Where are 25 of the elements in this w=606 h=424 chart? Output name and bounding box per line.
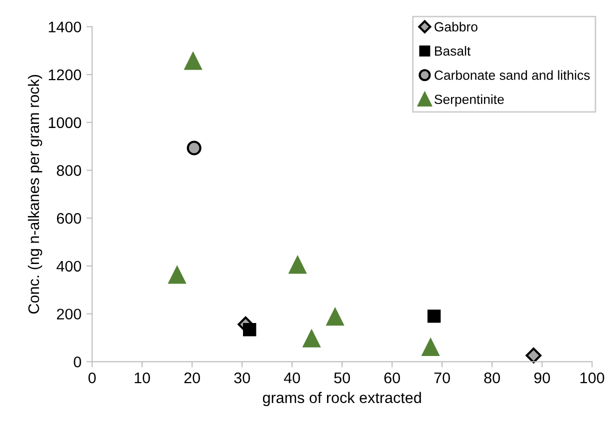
legend-label: Serpentinite xyxy=(434,94,504,107)
y-tick-label: 1000 xyxy=(48,117,82,128)
x-tick-label: 40 xyxy=(284,372,300,384)
y-tick-label: 800 xyxy=(56,165,82,176)
x-tick-label: 80 xyxy=(484,372,500,384)
y-tick-label: 1200 xyxy=(48,69,82,80)
y-tick-label: 600 xyxy=(56,212,82,224)
y-tick-label: 0 xyxy=(74,356,82,368)
x-tick-label: 20 xyxy=(184,372,200,384)
x-tick-label: 0 xyxy=(88,372,96,384)
x-tick-label: 10 xyxy=(134,372,150,384)
y-tick-label: 1400 xyxy=(48,22,82,32)
x-tick-label: 90 xyxy=(534,372,550,384)
x-tick-label: 100 xyxy=(580,372,604,384)
y-tick-label: 400 xyxy=(56,260,82,272)
legend-label: Gabbro xyxy=(434,22,478,32)
x-axis-title: grams of rock extracted xyxy=(262,392,421,406)
legend-label: Basalt xyxy=(435,46,471,56)
y-tick-label: 200 xyxy=(56,308,82,320)
x-tick-label: 30 xyxy=(234,372,250,384)
x-tick-label: 70 xyxy=(434,372,450,384)
legend-label: Carbonate sand and lithics xyxy=(434,70,590,80)
x-tick-label: 50 xyxy=(334,372,350,384)
y-axis-title: Conc. (ng n-alkanes per gram rock) xyxy=(28,74,42,314)
x-tick-label: 60 xyxy=(384,372,400,384)
